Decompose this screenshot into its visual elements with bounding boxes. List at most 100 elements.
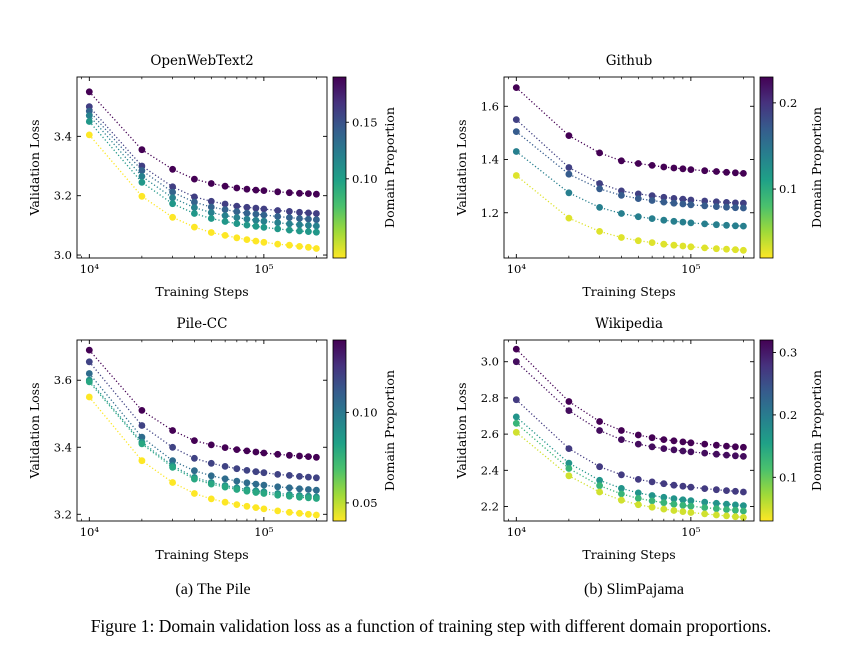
data-point <box>660 163 668 171</box>
x-axis-label: Training Steps <box>582 547 675 562</box>
data-point <box>679 438 687 446</box>
data-point <box>679 218 687 226</box>
chart-title: Wikipedia <box>595 316 663 332</box>
data-point <box>713 511 720 519</box>
data-point <box>243 447 251 455</box>
data-point <box>169 183 177 191</box>
data-point <box>618 192 625 199</box>
data-point <box>243 236 251 244</box>
data-point <box>512 419 520 427</box>
colorbar <box>332 76 347 259</box>
data-point <box>274 450 282 458</box>
data-point <box>207 441 215 449</box>
panel-wikipedia: Wikipedia 2.2 2.4 2.6 2.8 3.0 10⁴ 10⁵ Training S… <box>454 316 824 562</box>
data-point <box>221 444 229 451</box>
data-point <box>648 197 656 204</box>
data-point <box>313 474 320 482</box>
data-point <box>313 453 320 461</box>
data-point <box>596 482 603 490</box>
colorbar-label: Domain Proportion <box>809 370 824 491</box>
data-point <box>191 204 198 212</box>
data-point <box>252 448 260 456</box>
plot-frame <box>76 339 328 522</box>
data-point <box>670 500 678 508</box>
y-axis-label: Validation Loss <box>454 119 469 216</box>
data-point <box>648 192 656 200</box>
data-point <box>233 184 241 192</box>
series-5-line <box>88 396 317 516</box>
data-point <box>191 490 198 497</box>
data-point <box>191 475 198 483</box>
data-point <box>243 215 251 223</box>
data-point <box>85 131 93 139</box>
data-point <box>596 427 603 434</box>
data-point <box>252 186 260 194</box>
data-point <box>723 203 730 211</box>
data-point <box>687 502 695 510</box>
data-point <box>243 221 251 229</box>
data-point <box>723 442 730 450</box>
data-point <box>660 216 668 224</box>
colorbar-tick-label: 0.2 <box>779 96 797 110</box>
data-point <box>243 203 251 211</box>
data-point <box>191 210 198 217</box>
y-tick-label: 2.6 <box>481 427 499 441</box>
data-point <box>313 222 320 230</box>
data-point <box>286 492 293 500</box>
data-point <box>286 226 293 234</box>
plot-frame <box>503 76 755 259</box>
x-tick-label: 10⁴ <box>507 525 527 539</box>
series-4-line <box>515 174 744 251</box>
data-point <box>260 217 268 225</box>
data-point <box>723 451 730 459</box>
data-point <box>732 246 739 254</box>
data-point <box>305 494 312 502</box>
data-point <box>512 428 520 436</box>
data-point <box>313 245 320 252</box>
panel-pile-cc: Pile-CC 3.2 3.4 3.6 10⁴ 10⁵ Training Steps Vali… <box>27 316 397 562</box>
data-point <box>207 480 215 488</box>
data-point <box>660 193 668 201</box>
x-tick-label: 10⁵ <box>254 525 274 539</box>
series-3-line <box>515 150 744 227</box>
data-point <box>670 437 678 445</box>
data-point <box>233 446 241 453</box>
figure-caption: Figure 1: Domain validation loss as a fu… <box>90 616 772 636</box>
data-point <box>732 169 739 177</box>
plot-frame <box>503 339 755 522</box>
data-point <box>634 501 642 509</box>
data-point <box>286 220 293 228</box>
data-point <box>687 243 695 251</box>
series-4-line <box>515 422 744 512</box>
data-point <box>221 206 229 214</box>
data-point <box>221 483 229 491</box>
data-point <box>305 215 312 223</box>
y-tick-label: 1.6 <box>481 99 499 113</box>
data-point <box>169 188 177 196</box>
data-point <box>634 190 642 198</box>
data-point <box>679 496 687 504</box>
data-point <box>565 164 573 171</box>
data-point <box>221 498 229 506</box>
data-point <box>701 244 709 252</box>
data-point <box>260 205 268 213</box>
data-point <box>138 422 146 429</box>
data-point <box>701 504 709 511</box>
data-point <box>679 482 687 490</box>
data-point <box>233 214 241 222</box>
y-tick-label: 1.4 <box>481 153 499 167</box>
data-point <box>296 243 303 250</box>
data-point <box>207 203 215 211</box>
data-point <box>648 443 656 451</box>
data-point <box>670 495 678 503</box>
data-point <box>274 188 282 196</box>
series-5-line <box>88 134 317 250</box>
data-point <box>687 201 695 209</box>
series-0-line <box>515 87 744 175</box>
data-point <box>618 496 625 504</box>
data-point <box>679 508 687 515</box>
data-point <box>313 495 320 502</box>
data-point <box>565 398 573 405</box>
series-0-line <box>515 348 744 448</box>
data-point <box>169 464 177 471</box>
